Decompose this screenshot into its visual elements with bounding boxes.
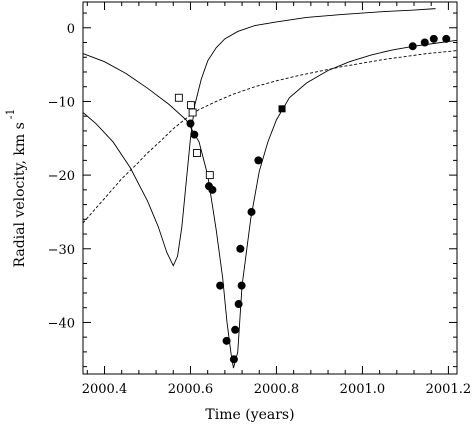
x-tick-label-1: 2000.4 xyxy=(82,382,128,397)
data-point-filled-square-1 xyxy=(278,105,286,113)
data-point-open-square-1 xyxy=(174,93,183,102)
data-point-circle-15 xyxy=(420,38,429,47)
data-point-circle-1 xyxy=(186,119,195,128)
y-tick-label-3: −20 xyxy=(48,169,75,184)
y-axis-title: Radial velocity, km s -1 xyxy=(4,108,28,267)
data-point-open-square-2 xyxy=(186,101,195,110)
data-point-circle-13 xyxy=(254,156,263,165)
data-point-circle-14 xyxy=(408,42,417,51)
data-point-open-square-5 xyxy=(205,171,214,180)
data-point-circle-6 xyxy=(222,336,231,345)
plot-content xyxy=(82,8,458,369)
axis-tick-labels: 2000.4 2000.6 2000.8 2001.0 2001.2 0 −10 −20 −30… xyxy=(48,22,472,397)
data-point-circle-8 xyxy=(231,325,240,334)
plot-frame xyxy=(82,1,458,375)
model-curve-2 xyxy=(82,8,436,267)
data-point-circle-2 xyxy=(190,130,199,139)
data-point-circle-10 xyxy=(236,244,245,253)
data-point-circle-17 xyxy=(442,34,451,43)
y-tick-label-5: −40 xyxy=(48,316,75,331)
x-tick-label-3: 2000.8 xyxy=(254,382,300,397)
x-tick-label-4: 2001.0 xyxy=(340,382,386,397)
y-axis-title-main: Radial velocity, km s xyxy=(12,122,28,267)
data-point-circle-12 xyxy=(247,207,256,216)
data-point-circle-5 xyxy=(216,281,225,290)
x-axis-title: Time (years) xyxy=(205,407,294,423)
axis-ticks xyxy=(83,2,457,374)
y-axis-title-exponent: -1 xyxy=(4,108,17,119)
model-curve-3 xyxy=(82,50,458,224)
y-tick-label-2: −10 xyxy=(48,95,75,110)
x-tick-label-5: 2001.2 xyxy=(426,382,472,397)
y-axis-title-group: Radial velocity, km s -1 xyxy=(4,108,28,267)
data-point-circle-16 xyxy=(429,34,438,43)
data-point-circle-9 xyxy=(234,300,243,309)
data-point-circle-4 xyxy=(208,185,217,194)
x-tick-label-2: 2000.6 xyxy=(168,382,214,397)
y-tick-label-4: −30 xyxy=(48,243,75,258)
data-point-circle-7 xyxy=(229,355,238,364)
y-tick-label-1: 0 xyxy=(67,22,75,37)
data-point-circle-11 xyxy=(237,281,246,290)
data-point-open-square-4 xyxy=(192,149,201,157)
data-point-open-square-3 xyxy=(188,108,197,117)
model-curve-1 xyxy=(82,39,458,369)
